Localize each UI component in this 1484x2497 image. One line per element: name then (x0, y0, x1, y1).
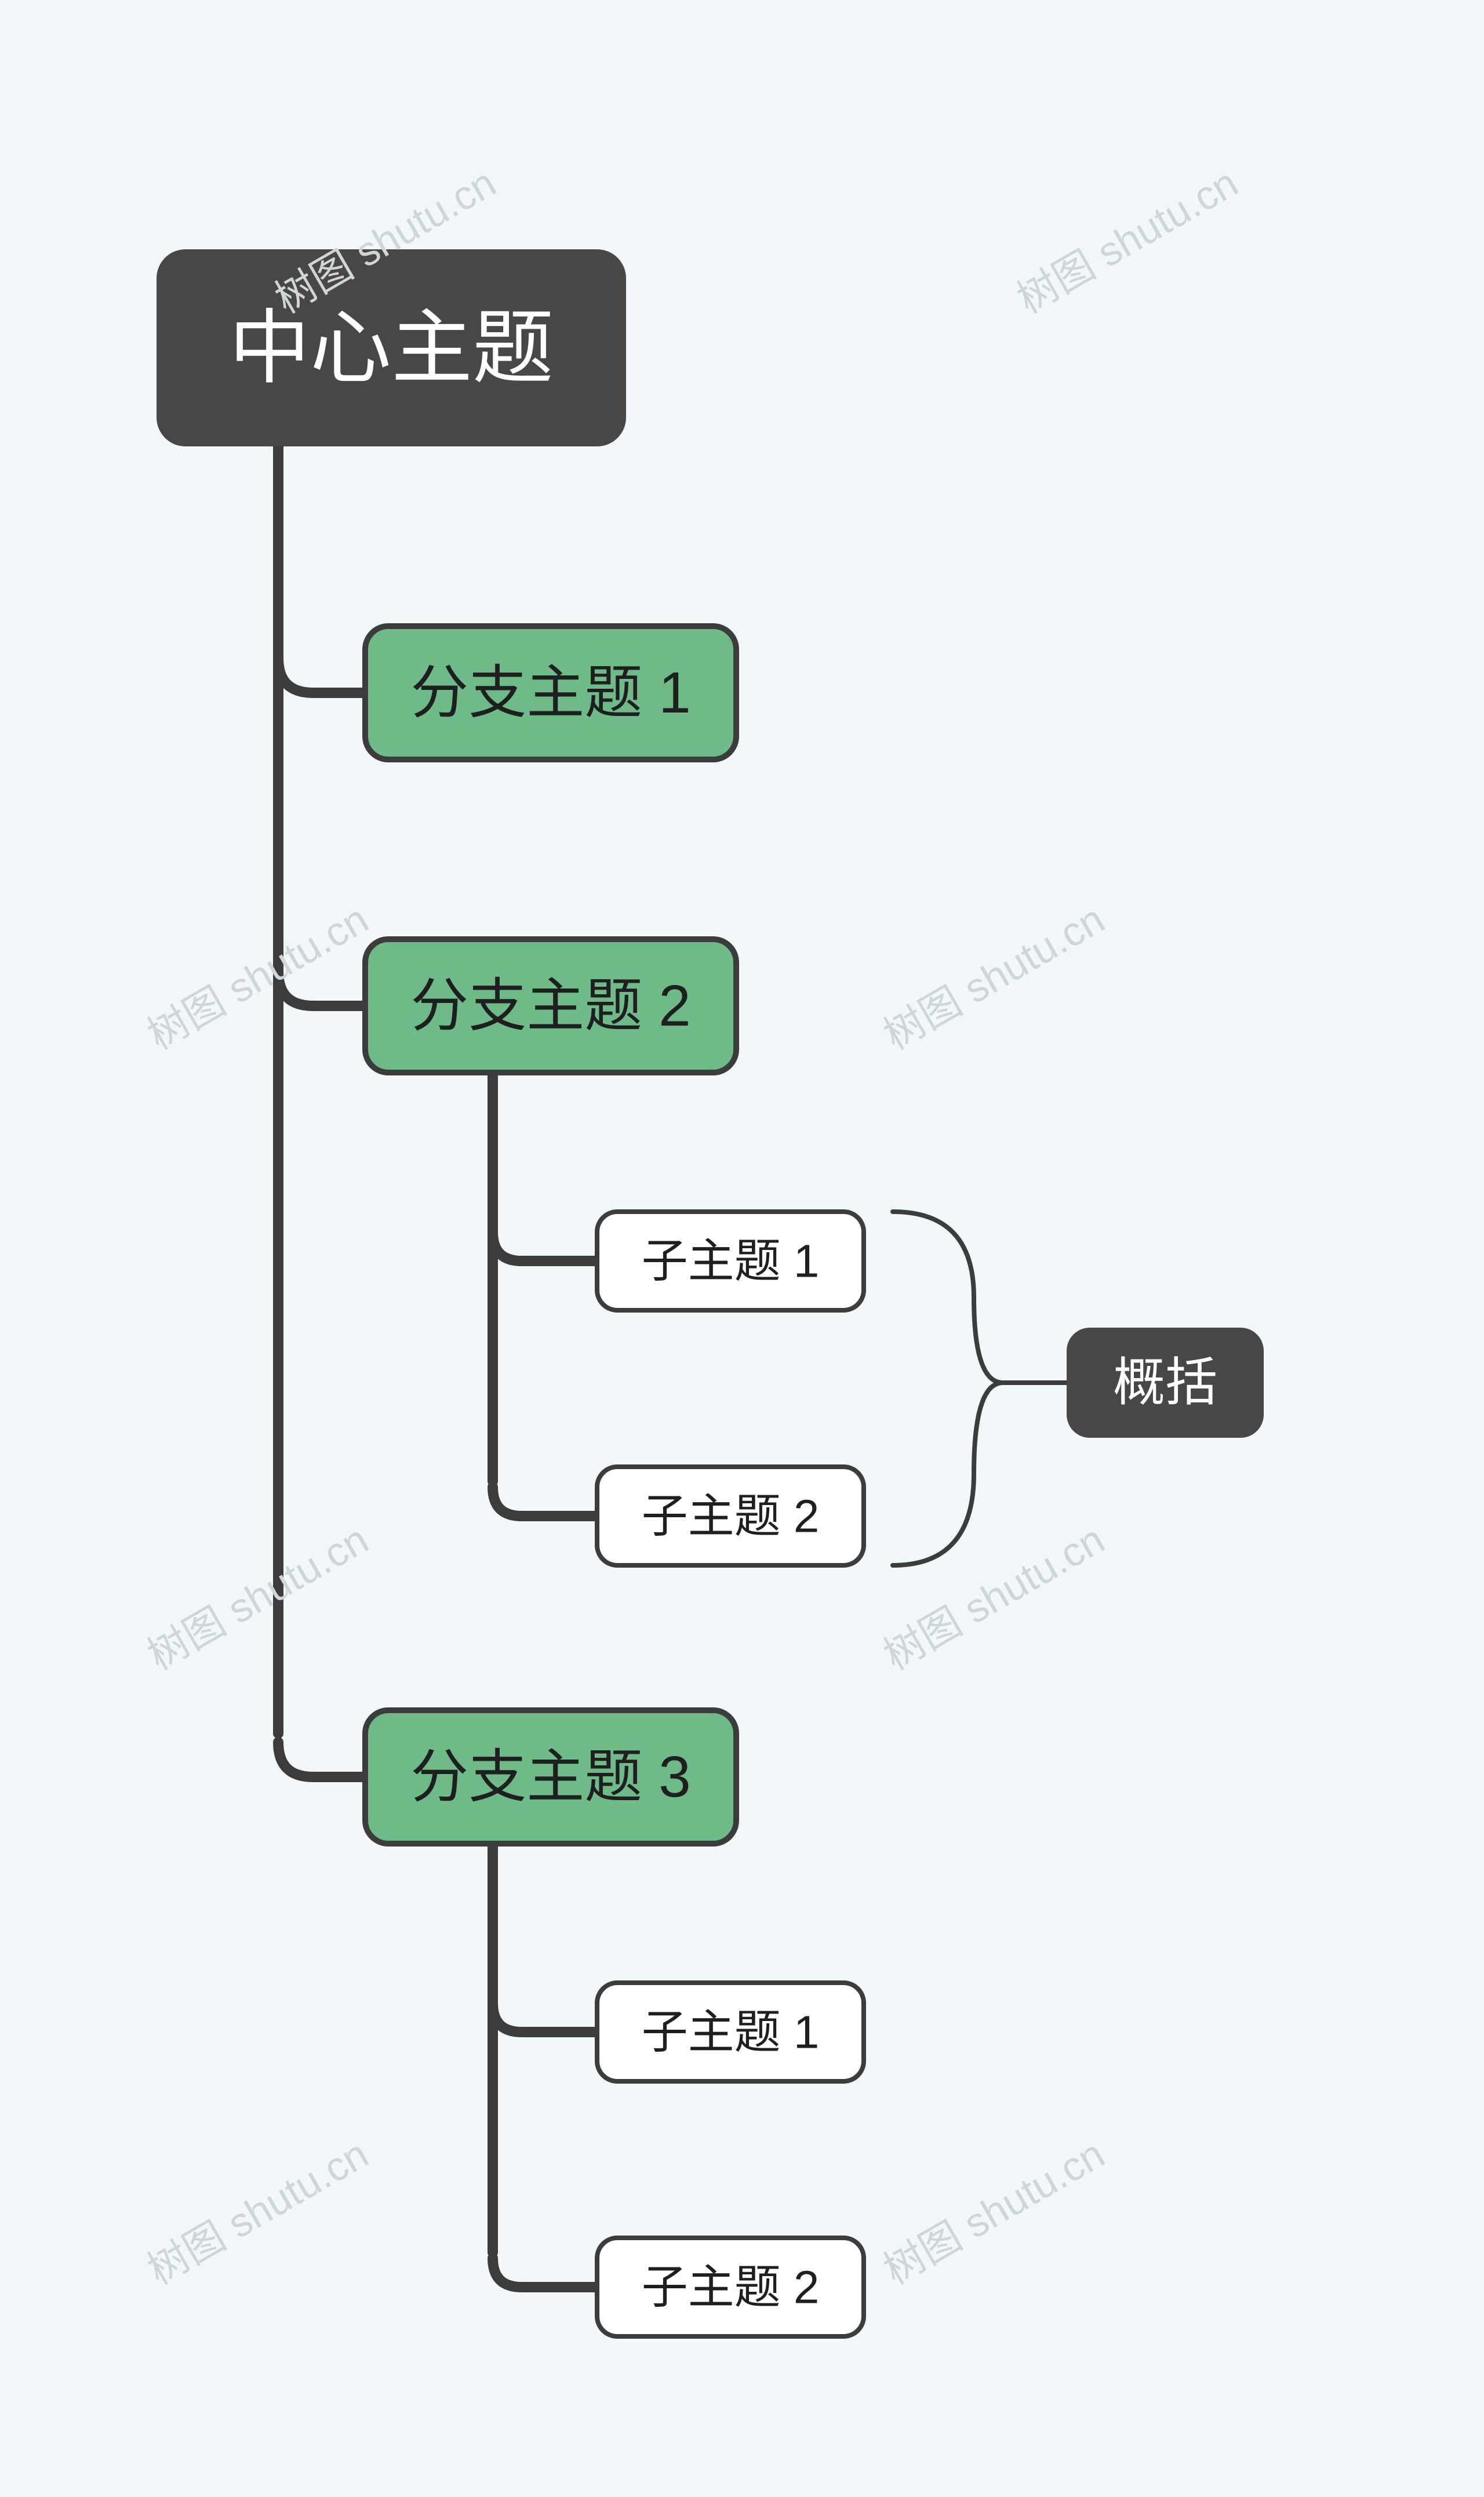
node-label-b3c1: 子主题 1 (642, 2007, 820, 2058)
node-label-b3c2: 子主题 2 (642, 2262, 820, 2313)
node-label-root: 中心主题 (229, 303, 554, 394)
node-label-b3: 分支主题 3 (410, 1744, 690, 1809)
node-b2[interactable]: 分支主题 2 (365, 939, 736, 1073)
node-label-b2c2: 子主题 2 (642, 1491, 820, 1542)
mindmap-canvas: 中心主题分支主题 1 分支主题 2 子主题 1 子主题 2 概括分支主题 3 子主题 1 子… (0, 0, 1484, 2497)
node-b1[interactable]: 分支主题 1 (365, 626, 736, 759)
node-b3c2[interactable]: 子主题 2 (597, 2238, 864, 2336)
node-label-b2: 分支主题 2 (410, 973, 690, 1038)
node-label-summary: 概括 (1113, 1354, 1217, 1412)
node-label-b2c1: 子主题 1 (642, 1235, 820, 1287)
node-root[interactable]: 中心主题 (157, 249, 626, 446)
node-b3c1[interactable]: 子主题 1 (597, 1983, 864, 2081)
node-b2c2[interactable]: 子主题 2 (597, 1467, 864, 1565)
node-b2c1[interactable]: 子主题 1 (597, 1212, 864, 1310)
node-label-b1: 分支主题 1 (410, 660, 690, 725)
node-b3[interactable]: 分支主题 3 (365, 1710, 736, 1844)
node-summary[interactable]: 概括 (1067, 1328, 1264, 1438)
